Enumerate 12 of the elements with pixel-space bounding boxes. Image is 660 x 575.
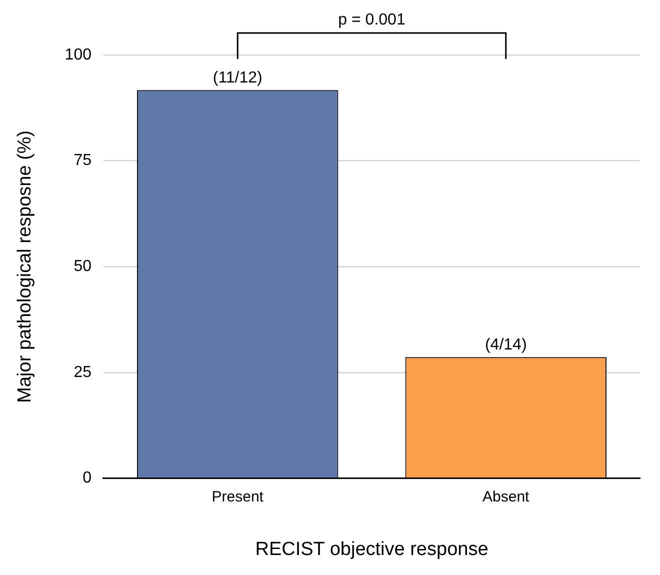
x-tick-label: Absent [482,488,530,506]
x-axis-title: RECIST objective response [255,538,488,560]
data-label: (4/14) [484,336,527,354]
x-tick-label: Present [212,488,264,506]
y-tick-label: 50 [74,258,92,276]
y-axis-title: Major pathological resposne (%) [14,130,36,403]
text: p = 0.001 [338,11,406,28]
y-tick-label: 75 [74,152,92,170]
data-label: (11/12) [212,70,262,87]
y-tick-label: 0 [82,470,92,487]
y-tick-label: 100 [64,46,92,64]
y-tick-label: 25 [74,364,92,381]
